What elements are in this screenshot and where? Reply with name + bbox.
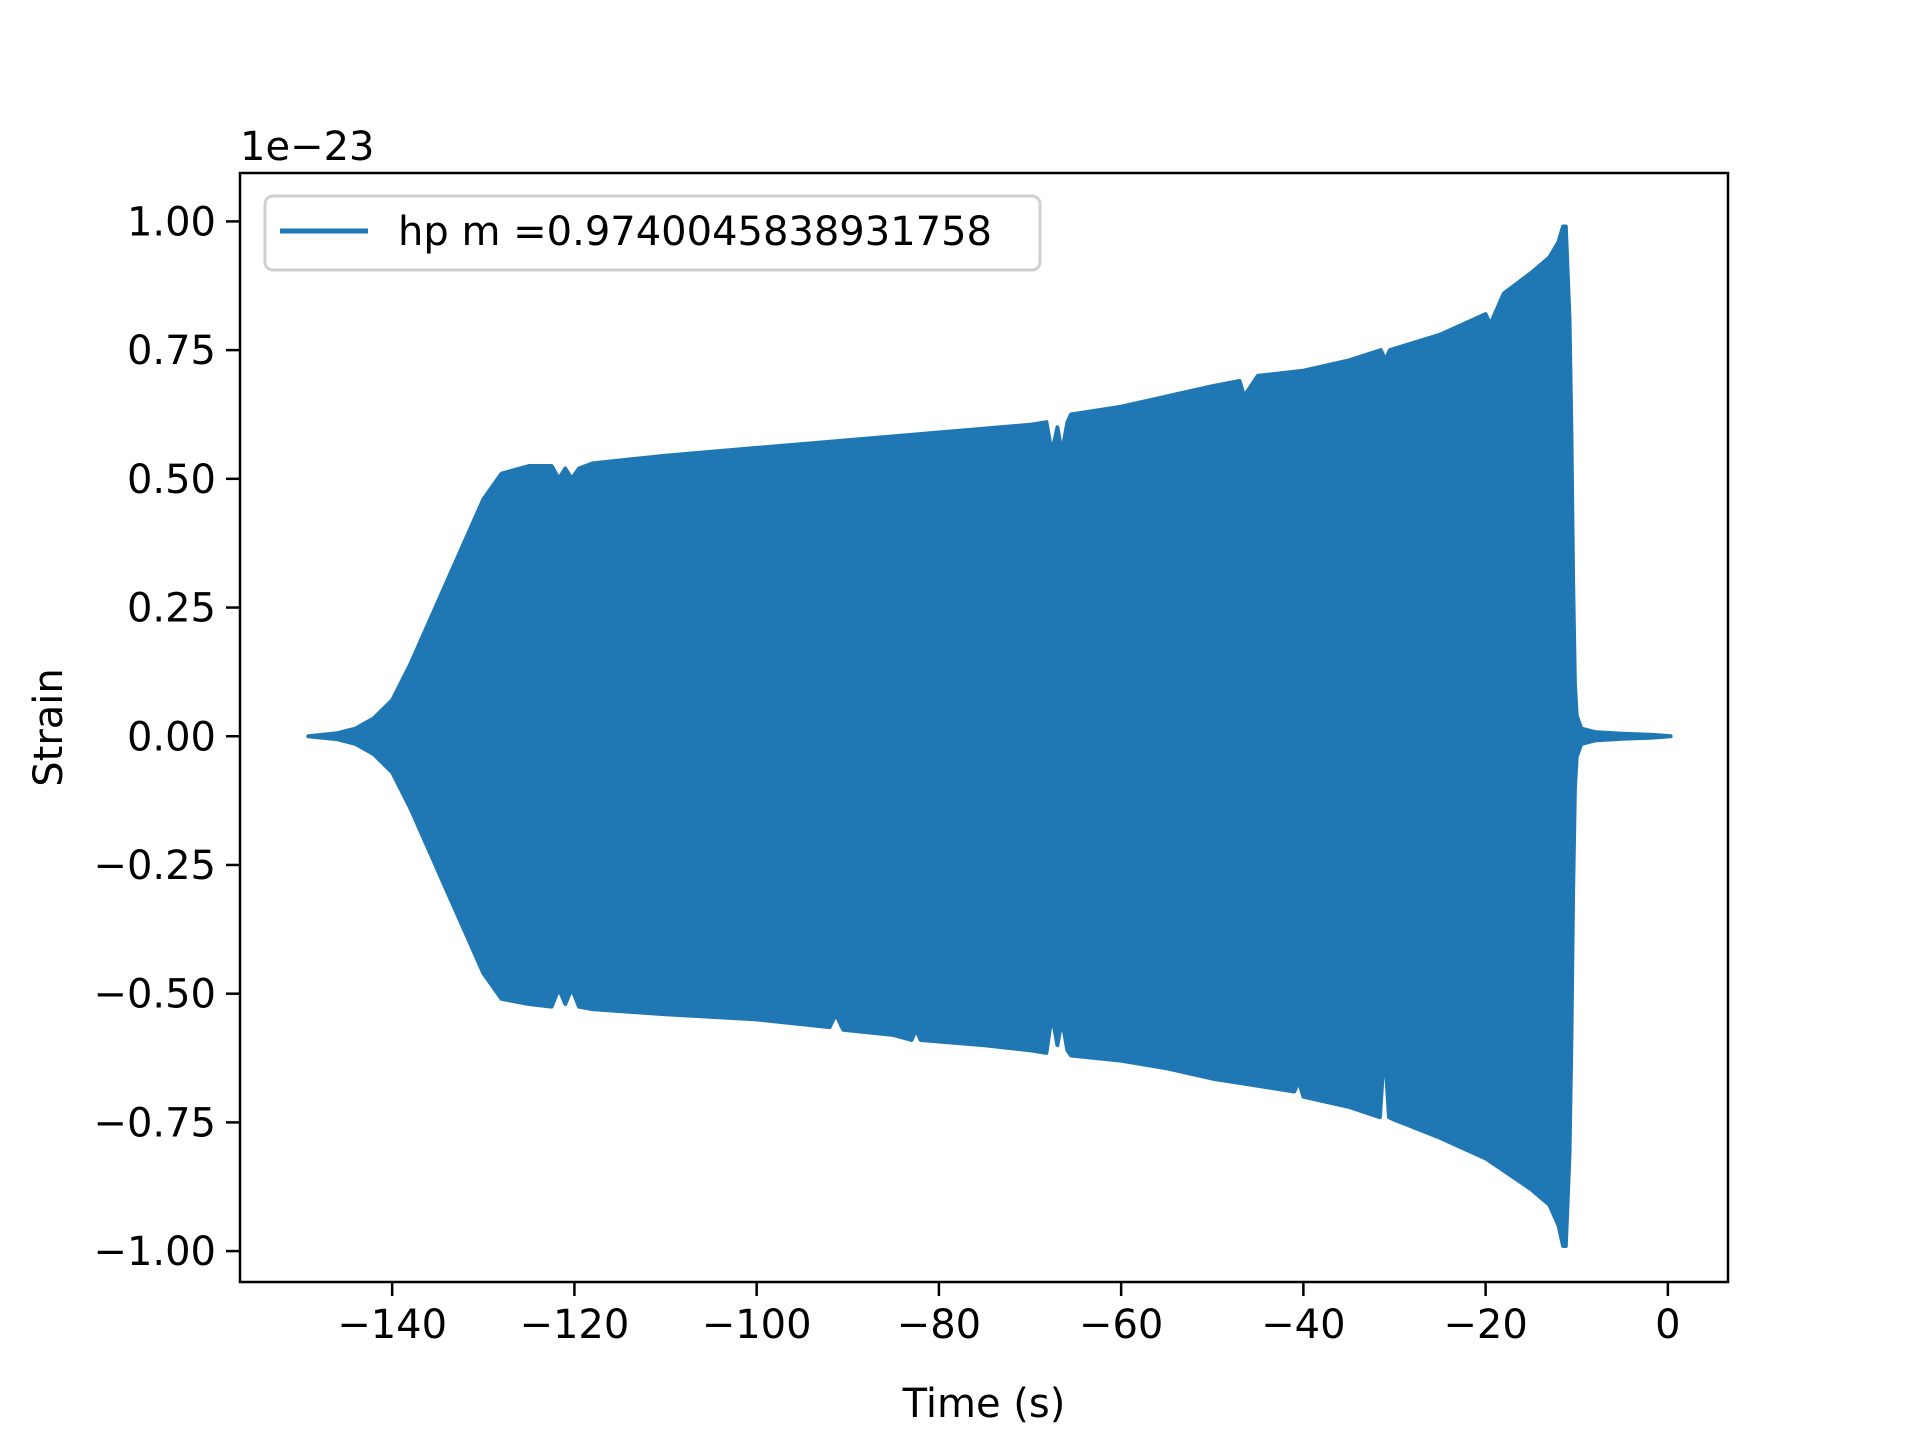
x-tick-label: −100 (702, 1302, 812, 1348)
y-tick-label: 0.50 (127, 457, 216, 503)
x-axis-label: Time (s) (902, 1381, 1066, 1427)
y-axis: 1.00 0.75 0.50 0.25 0.00 −0.25 −0.50 −0.75 −1.00 (93, 199, 240, 1275)
y-tick-label: 1.00 (127, 199, 216, 245)
x-tick-label: −80 (897, 1302, 981, 1348)
x-tick-label: 0 (1655, 1302, 1680, 1348)
x-tick-label: −40 (1261, 1302, 1345, 1348)
y-tick-label: 0.25 (127, 586, 216, 632)
legend-box (263, 194, 1042, 272)
y-tick-label: −1.00 (93, 1229, 216, 1275)
x-tick-label: −140 (337, 1302, 447, 1348)
x-tick-label: −60 (1079, 1302, 1163, 1348)
y-tick-label: 0.75 (127, 328, 216, 374)
plot-area (306, 224, 1673, 1248)
y-axis-label: Strain (26, 668, 72, 787)
waveform-series (306, 224, 1673, 1248)
legend-label: hp m =0.9740045838931758 (398, 209, 992, 255)
y-tick-label: 0.00 (127, 714, 216, 760)
x-tick-label: −20 (1443, 1302, 1527, 1348)
legend: hp m =0.9740045838931758 (263, 194, 1042, 272)
y-tick-label: −0.25 (93, 843, 216, 889)
y-tick-label: −0.75 (93, 1100, 216, 1146)
x-axis: −140 −120 −100 −80 −60 −40 −20 0 (337, 1282, 1681, 1348)
x-tick-label: −120 (519, 1302, 629, 1348)
y-tick-label: −0.50 (93, 972, 216, 1018)
axes-frame (238, 171, 1730, 1284)
y-offset-label: 1e−23 (240, 124, 374, 170)
